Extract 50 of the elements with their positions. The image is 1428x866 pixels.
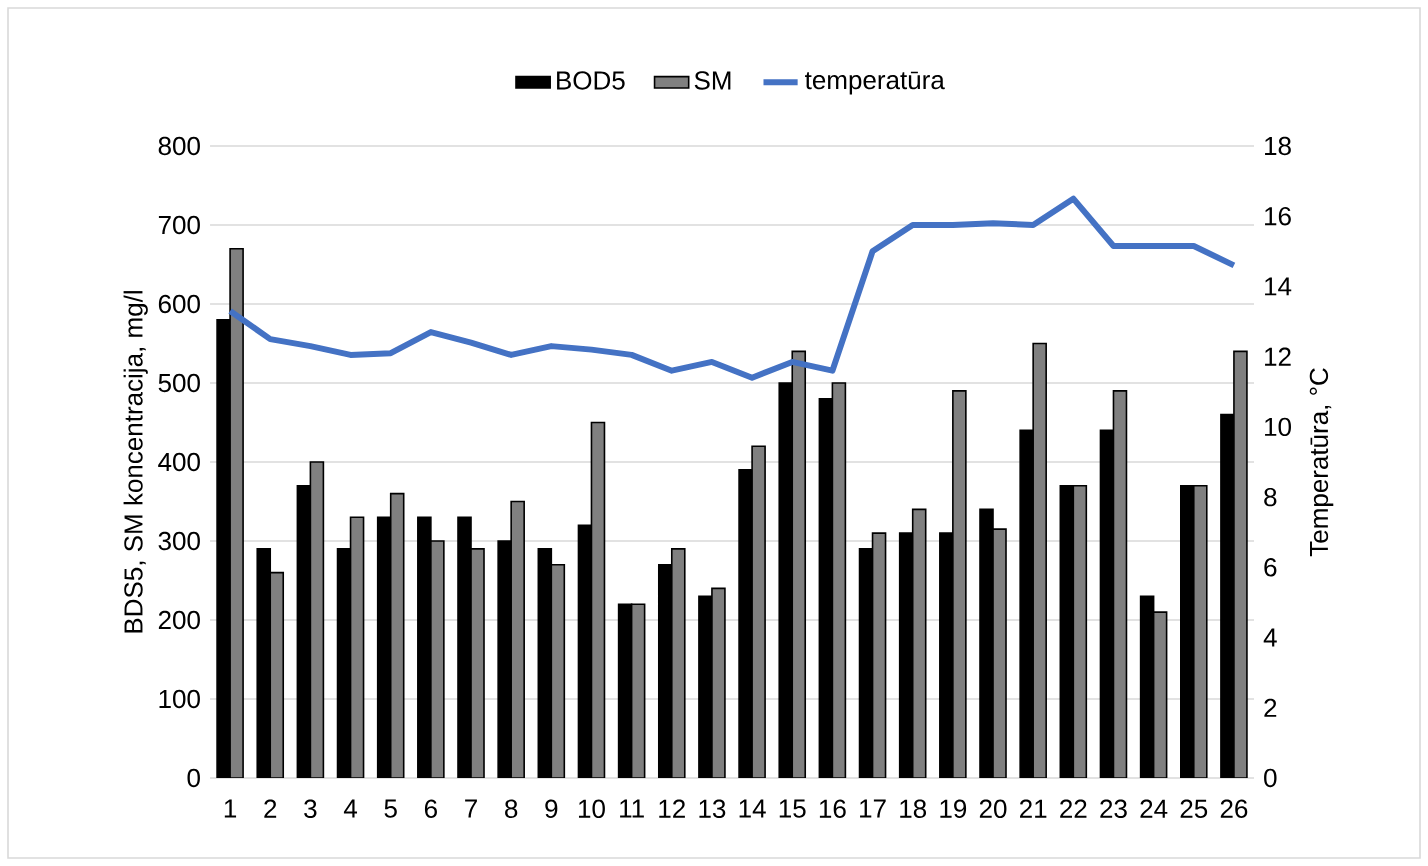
y2-axis-title: Temperatūra, °C [1309,368,1334,557]
x-tick-label: 8 [505,799,518,818]
y-tick-label: 700 [158,215,200,235]
y-tick-label: 0 [187,768,200,788]
x-tick-label: 11 [620,799,644,818]
x-tick-label: 15 [779,799,806,818]
x-tick-label: 2 [264,799,277,818]
x-tick-label: 16 [819,799,846,818]
x-tick-label: 7 [465,799,477,818]
y2-tick-label: 14 [1265,277,1292,296]
y2-tick-label: 16 [1265,207,1291,226]
y-axis-title: BDS5, SM koncentracija, mg/l [123,291,148,633]
x-tick-label: 14 [739,799,766,818]
y2-tick-label: 12 [1265,347,1291,366]
legend-label: SM [694,71,731,90]
y2-tick-label: 4 [1263,628,1277,647]
x-tick-label: 3 [304,799,317,818]
legend-label: BOD5 [557,71,625,90]
x-tick-label: 22 [1060,799,1087,818]
x-tick-label: 13 [699,799,726,818]
x-tick-label: 21 [1020,799,1047,818]
y-tick-label: 300 [158,531,200,551]
x-tick-label: 19 [940,799,967,818]
y2-tick-label: 10 [1265,417,1291,437]
x-tick-label: 4 [343,799,358,818]
x-tick-label: 10 [578,799,605,818]
y2-tick-label: 18 [1265,136,1291,156]
y-tick-label: 500 [158,373,200,393]
x-tick-label: 6 [424,799,437,818]
y-tick-label: 200 [158,610,200,630]
y2-tick-label: 8 [1264,487,1277,507]
y-tick-label: 600 [158,294,200,314]
x-tick-label: 26 [1220,799,1248,818]
x-tick-label: 1 [224,799,237,818]
x-tick-label: 9 [545,799,558,818]
x-tick-label: 23 [1100,799,1127,818]
x-tick-label: 12 [659,799,685,818]
legend-label: temperatūra [805,71,945,95]
y-tick-label: 400 [158,452,200,472]
x-tick-label: 25 [1180,799,1208,818]
y2-tick-label: 0 [1264,768,1277,788]
x-tick-label: 5 [384,799,397,818]
y-tick-label: 800 [158,136,200,156]
y2-tick-label: 2 [1264,698,1277,717]
x-tick-label: 20 [979,799,1007,818]
x-tick-label: 17 [860,799,886,818]
x-tick-label: 18 [900,799,927,818]
y-tick-label: 100 [159,689,200,709]
y2-tick-label: 6 [1264,558,1277,577]
x-tick-label: 24 [1140,799,1168,818]
